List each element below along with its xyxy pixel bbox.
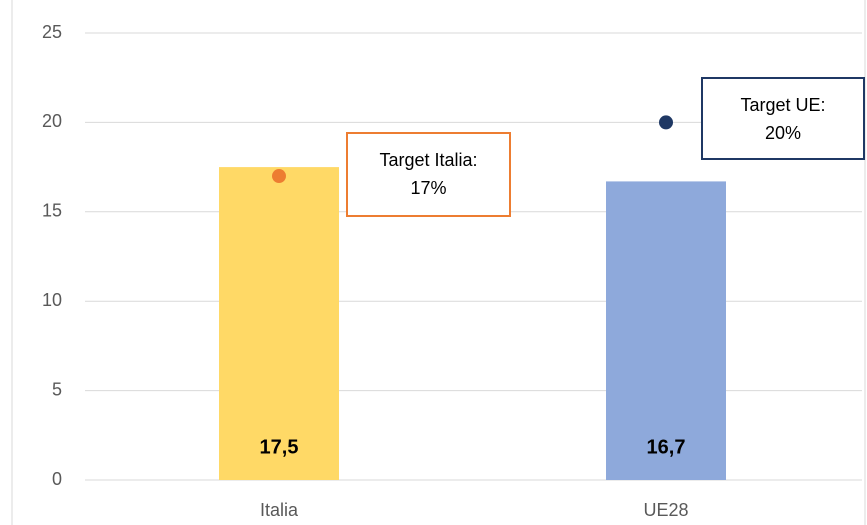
chart-border bbox=[11, 0, 866, 525]
y-tick-label: 15 bbox=[42, 201, 62, 221]
target-box bbox=[701, 77, 865, 160]
y-tick-label: 0 bbox=[52, 469, 62, 489]
target-label: Target Italia: bbox=[379, 150, 477, 170]
y-tick-label: 25 bbox=[42, 22, 62, 42]
target-label: Target UE: bbox=[740, 95, 825, 115]
target-value-label: 17% bbox=[410, 178, 446, 198]
target-dot bbox=[659, 115, 673, 130]
y-tick-label: 10 bbox=[42, 290, 62, 310]
target-value-label: 20% bbox=[765, 123, 801, 143]
y-tick-label: 20 bbox=[42, 111, 62, 131]
target-box bbox=[346, 132, 511, 217]
target-dot bbox=[272, 169, 286, 184]
y-tick-label: 5 bbox=[52, 379, 62, 399]
value-label: 17,5 bbox=[260, 436, 299, 458]
bar bbox=[219, 167, 339, 480]
bar bbox=[606, 181, 726, 481]
value-label: 16,7 bbox=[647, 436, 686, 458]
x-tick-label: UE28 bbox=[643, 500, 688, 520]
x-tick-label: Italia bbox=[260, 500, 299, 520]
